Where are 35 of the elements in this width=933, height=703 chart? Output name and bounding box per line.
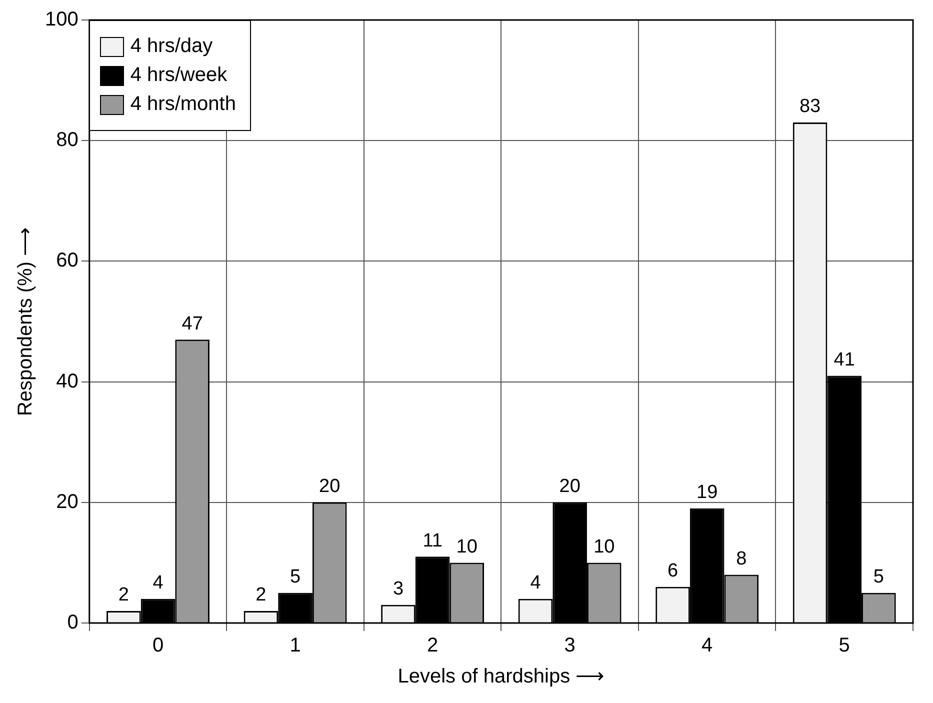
x-tick-label: 4	[702, 634, 713, 657]
data-label: 2	[256, 584, 266, 606]
x-tick-label: 5	[838, 634, 850, 657]
y-tick-label: 80	[56, 129, 78, 152]
data-label: 6	[667, 560, 678, 582]
data-label: 8	[736, 548, 747, 570]
y-tick-label: 100	[44, 8, 78, 31]
data-label: 41	[834, 350, 855, 371]
data-label: 3	[392, 578, 404, 600]
data-label: 19	[696, 482, 718, 504]
legend-label: 4 hrs/day	[130, 35, 213, 58]
x-tick-label: 0	[152, 634, 164, 657]
x-tick-label: 2	[426, 634, 438, 657]
y-axis-title: Respondents (%) ⟶	[14, 226, 37, 416]
data-label: 10	[456, 536, 478, 558]
data-label: 83	[799, 96, 821, 118]
y-tick-label: 40	[56, 370, 78, 392]
data-label: 20	[559, 476, 580, 498]
y-tick-label: 60	[56, 250, 78, 272]
data-label: 4	[530, 572, 542, 594]
data-label: 5	[873, 566, 884, 588]
data-label: 5	[290, 566, 301, 588]
y-tick-label: 0	[67, 612, 78, 634]
x-axis-title: Levels of hardships ⟶	[398, 666, 605, 688]
data-label: 47	[182, 313, 203, 334]
data-label: 4	[152, 572, 164, 594]
data-label: 10	[594, 536, 615, 558]
data-label: 20	[319, 476, 340, 498]
y-tick-label: 20	[56, 490, 78, 513]
legend-label: 4 hrs/week	[130, 64, 228, 87]
x-tick-label: 1	[290, 634, 301, 657]
data-label: 2	[118, 584, 129, 606]
data-label: 11	[422, 530, 442, 552]
legend-label: 4 hrs/month	[130, 93, 236, 116]
x-tick-label: 3	[564, 634, 576, 657]
